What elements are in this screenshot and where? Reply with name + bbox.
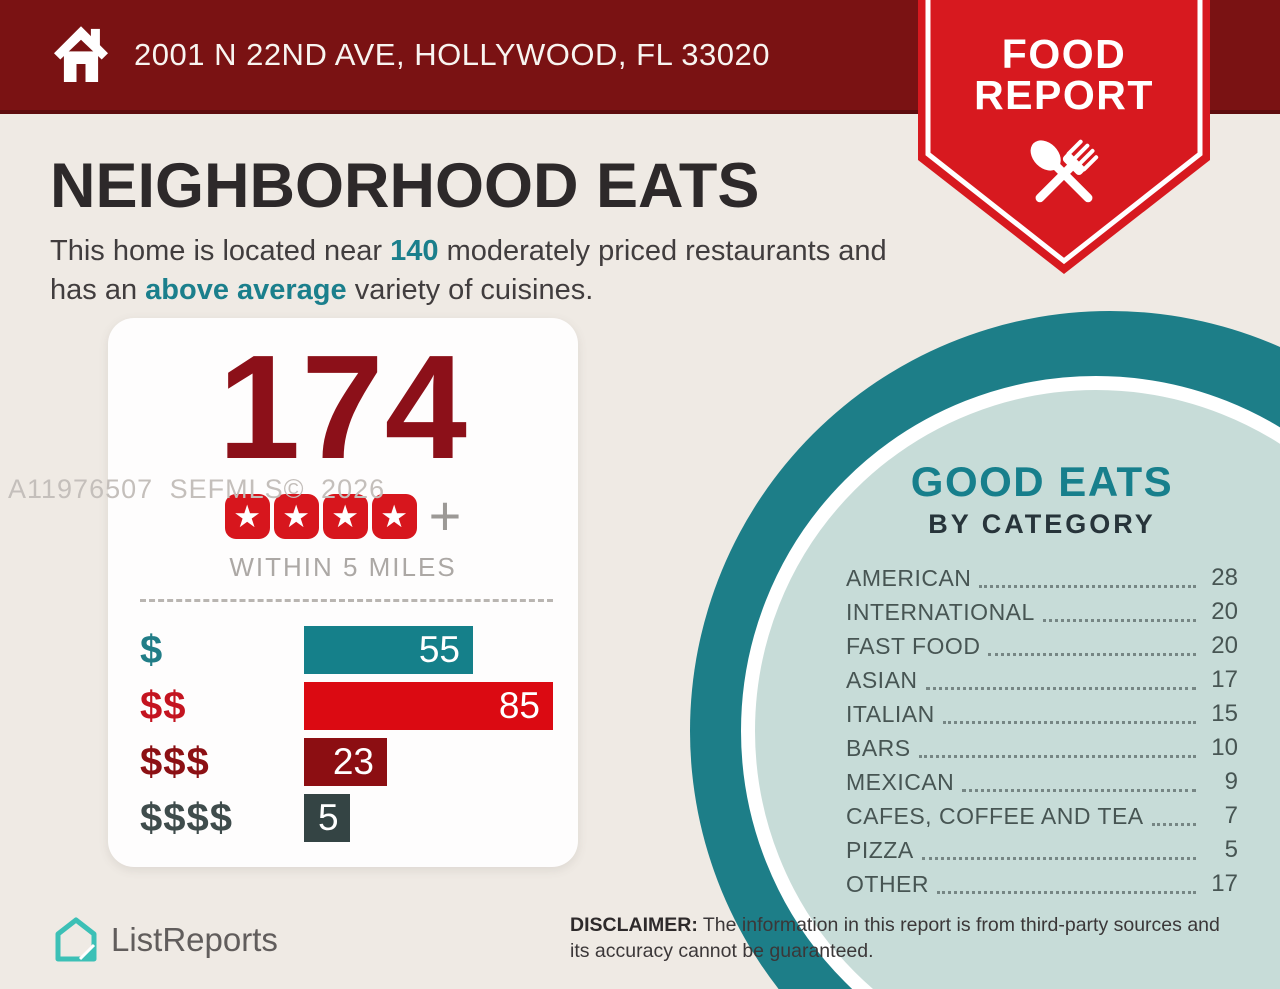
intro-pre: This home is located near bbox=[50, 235, 391, 267]
category-count: 15 bbox=[1211, 700, 1238, 727]
price-tier-bar-track: 23 bbox=[304, 738, 578, 786]
category-row: INTERNATIONAL 20 bbox=[846, 598, 1238, 626]
good-eats-title: GOOD EATS bbox=[910, 458, 1174, 505]
price-tier-bar: 85 bbox=[304, 682, 553, 730]
category-label: FAST FOOD bbox=[846, 633, 981, 659]
price-tier-bar: 5 bbox=[304, 794, 350, 842]
category-count: 28 bbox=[1211, 564, 1238, 591]
category-count: 10 bbox=[1211, 734, 1238, 761]
category-count: 17 bbox=[1211, 666, 1238, 693]
category-row: OTHER 17 bbox=[846, 870, 1238, 898]
rating-stars-row: ★ ★ ★ ★ + bbox=[108, 488, 578, 544]
price-tier-value: 23 bbox=[332, 741, 374, 782]
star-icon: ★ bbox=[371, 493, 417, 539]
price-tier-label: $ bbox=[140, 627, 164, 672]
price-tier-label: $$$$ bbox=[140, 795, 233, 840]
dotted-leader bbox=[1151, 823, 1196, 826]
price-tier-label: $$ bbox=[140, 683, 187, 728]
property-address: 2001 N 22ND AVE, HOLLYWOOD, FL 33020 bbox=[134, 37, 770, 72]
category-row: ASIAN 17 bbox=[846, 666, 1238, 694]
listreports-wordmark: ListReports bbox=[111, 921, 278, 958]
dashed-divider bbox=[140, 599, 553, 602]
category-row: PIZZA 5 bbox=[846, 836, 1238, 864]
price-tier-bar: 55 bbox=[304, 626, 473, 674]
dotted-leader bbox=[921, 857, 1196, 860]
disclaimer-label: DISCLAIMER: bbox=[570, 914, 698, 936]
price-tier-bar-track: 55 bbox=[304, 626, 578, 674]
intro-count-highlight: 140 bbox=[390, 235, 439, 267]
listreports-logo: ListReports bbox=[54, 916, 278, 964]
category-label: BARS bbox=[846, 735, 911, 761]
dotted-leader bbox=[918, 755, 1196, 758]
dotted-leader bbox=[1042, 619, 1196, 622]
price-tier-row: $$ 85 bbox=[140, 682, 578, 730]
page-title: NEIGHBORHOOD EATS bbox=[50, 151, 760, 221]
star-tiles: ★ ★ ★ ★ bbox=[224, 493, 417, 539]
disclaimer-body: The information in this report is from t… bbox=[570, 914, 1220, 962]
category-row: ITALIAN 15 bbox=[846, 700, 1238, 728]
price-tier-bar-chart: $55 $$ 85 $$$ 23 $$$$ 5 bbox=[108, 626, 578, 842]
listreports-house-icon bbox=[55, 917, 97, 962]
price-tier-label: $$$ bbox=[140, 739, 210, 784]
plus-icon: + bbox=[428, 484, 462, 547]
badge-line2: REPORT bbox=[974, 72, 1154, 118]
intro-mid: moderately priced restaurants and has an bbox=[50, 235, 887, 307]
price-tier-value: 55 bbox=[418, 629, 460, 670]
dotted-leader bbox=[988, 653, 1196, 656]
spoon-fork-icon bbox=[1030, 139, 1099, 203]
intro-phrase-highlight: above average bbox=[145, 274, 347, 307]
good-eats-subtitle: BY CATEGORY bbox=[928, 509, 1156, 539]
category-count: 20 bbox=[1211, 632, 1238, 659]
dotted-leader bbox=[937, 891, 1196, 894]
star-icon: ★ bbox=[273, 493, 319, 539]
dotted-leader bbox=[942, 721, 1196, 724]
price-tier-bar: 23 bbox=[304, 738, 387, 786]
food-report-ribbon: FOOD REPORT bbox=[918, 0, 1210, 285]
radius-label: WITHIN 5 MILES bbox=[229, 552, 457, 582]
price-tier-value: 85 bbox=[498, 685, 540, 726]
price-tier-row: $$$ 23 bbox=[140, 738, 578, 786]
home-icon bbox=[54, 26, 108, 82]
price-tier-row: $$$$ 5 bbox=[140, 794, 578, 842]
good-eats-panel: GOOD EATS BY CATEGORY AMERICAN 28 INTERNAT… bbox=[846, 458, 1238, 908]
category-row: MEXICAN 9 bbox=[846, 768, 1238, 796]
ribbon-shape bbox=[918, 0, 1210, 274]
price-tier-value: 5 bbox=[318, 797, 339, 838]
intro-post: variety of cuisines. bbox=[346, 274, 594, 307]
mls-watermark: A11976507 SEFMLS© 2026 bbox=[8, 474, 386, 504]
category-row: FAST FOOD 20 bbox=[846, 632, 1238, 660]
badge-line1: FOOD bbox=[1001, 31, 1127, 77]
category-label: INTERNATIONAL bbox=[846, 599, 1035, 625]
category-label: OTHER bbox=[846, 871, 929, 897]
category-row: CAFES, COFFEE AND TEA 7 bbox=[846, 802, 1238, 830]
category-count: 17 bbox=[1211, 870, 1238, 897]
price-tier-bar-track: 85 bbox=[304, 682, 578, 730]
price-tier-row: $55 bbox=[140, 626, 578, 674]
category-label: ASIAN bbox=[846, 667, 918, 693]
category-label: ITALIAN bbox=[846, 701, 935, 727]
disclaimer-text: DISCLAIMER: The information in this repo… bbox=[570, 913, 1230, 964]
dotted-leader bbox=[979, 585, 1196, 588]
price-tier-bar-track: 5 bbox=[304, 794, 578, 842]
badge-title: FOOD REPORT bbox=[918, 34, 1210, 116]
category-row: AMERICAN 28 bbox=[846, 564, 1238, 592]
star-icon: ★ bbox=[322, 493, 368, 539]
category-count: 20 bbox=[1211, 598, 1238, 625]
category-count: 7 bbox=[1224, 802, 1238, 829]
dotted-leader bbox=[925, 687, 1196, 690]
category-count: 9 bbox=[1224, 768, 1238, 795]
total-restaurants-count: 174 bbox=[218, 325, 468, 490]
star-icon: ★ bbox=[224, 493, 270, 539]
category-list: AMERICAN 28 INTERNATIONAL 20 FAST FOOD 20 ASIA… bbox=[846, 564, 1238, 898]
category-row: BARS 10 bbox=[846, 734, 1238, 762]
dotted-leader bbox=[962, 789, 1196, 792]
category-label: PIZZA bbox=[846, 837, 914, 863]
category-label: MEXICAN bbox=[846, 769, 955, 795]
category-label: AMERICAN bbox=[846, 565, 972, 591]
category-label: CAFES, COFFEE AND TEA bbox=[846, 803, 1144, 829]
category-count: 5 bbox=[1224, 836, 1238, 863]
restaurant-summary-card: 174 ★ ★ ★ ★ + WITHIN 5 MILES $55 $$ 85 $$$ 23 $$… bbox=[108, 318, 578, 867]
intro-text: This home is located near 140 moderately… bbox=[50, 232, 900, 311]
